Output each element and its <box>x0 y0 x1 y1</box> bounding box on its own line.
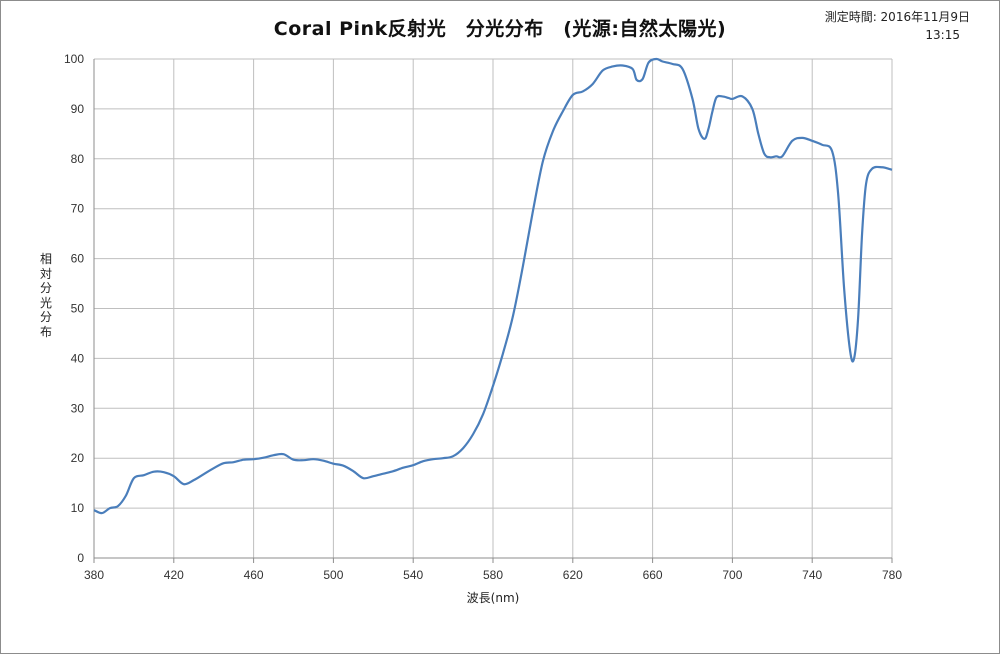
y-tick-label: 0 <box>77 551 84 565</box>
spectrum-series-line <box>93 57 893 515</box>
measurement-clock: 13:15 <box>925 28 960 42</box>
measurement-date: 測定時間: 2016年11月9日 <box>824 10 970 24</box>
x-tick-label: 580 <box>483 568 503 582</box>
x-tick-label: 460 <box>244 568 264 582</box>
chart-title: Coral Pink反射光 分光分布 (光源:自然太陽光) <box>273 18 727 40</box>
measurement-time: 測定時間: 2016年11月9日 13:15 <box>825 8 970 44</box>
x-tick-label: 380 <box>84 568 104 582</box>
x-tick-label: 420 <box>164 568 184 582</box>
x-tick-label: 740 <box>802 568 822 582</box>
x-tick-label: 660 <box>643 568 663 582</box>
y-tick-label: 100 <box>64 52 84 66</box>
x-tick-label: 540 <box>403 568 423 582</box>
x-tick-label: 700 <box>722 568 742 582</box>
y-tick-label: 30 <box>71 401 85 415</box>
y-tick-label: 80 <box>71 152 85 166</box>
y-tick-label: 50 <box>71 302 85 316</box>
y-tick-label: 10 <box>71 501 85 515</box>
y-tick-label: 60 <box>71 252 85 266</box>
x-tick-label: 620 <box>563 568 583 582</box>
y-tick-label: 90 <box>71 102 85 116</box>
x-tick-label: 780 <box>882 568 902 582</box>
y-tick-label: 70 <box>71 202 85 216</box>
x-tick-label: 500 <box>323 568 343 582</box>
y-tick-label: 40 <box>71 351 85 365</box>
x-axis-label: 波長(nm) <box>466 591 520 605</box>
y-axis-label: 相対分光分布 <box>39 252 52 339</box>
y-tick-label: 20 <box>71 451 85 465</box>
